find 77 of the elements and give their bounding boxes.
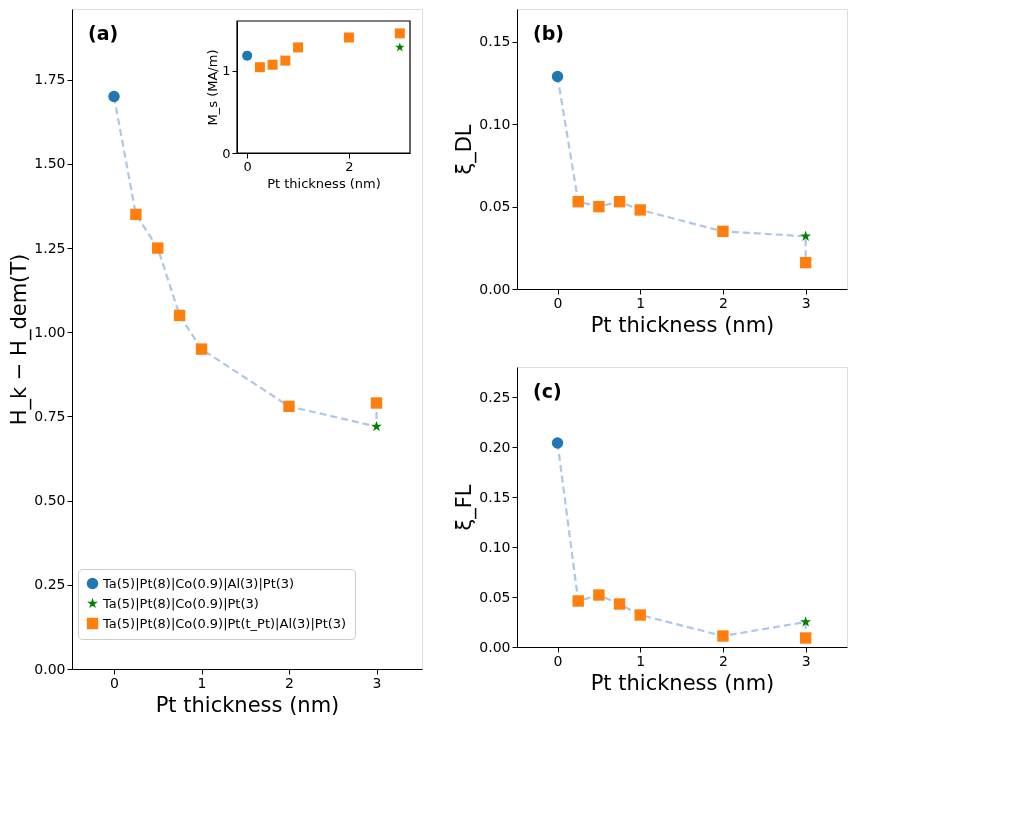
y-axis-title: ξ_DL (452, 124, 478, 175)
point (195, 343, 208, 355)
point (394, 28, 405, 39)
y-tick-label: 1.00 (34, 323, 66, 340)
point (572, 595, 584, 607)
y-tick-label: 0.15 (479, 488, 511, 505)
y-tick-label: 0.00 (479, 280, 511, 297)
x-tick-label: 2 (718, 652, 728, 669)
point (280, 55, 291, 66)
y-tick-label: 0.00 (34, 660, 66, 677)
legend-label: Ta(5)|Pt(8)|Co(0.9)|Al(3)|Pt(3) (102, 575, 295, 591)
point (283, 400, 295, 413)
x-tick-label: 3 (801, 294, 811, 311)
x-axis-title: Pt thickness (nm) (155, 692, 340, 717)
point (717, 225, 729, 238)
y-tick-label: 1.75 (34, 71, 66, 88)
point (293, 42, 304, 53)
x-tick-label: 2 (718, 294, 728, 311)
point (800, 616, 812, 627)
legend-label: Ta(5)|Pt(8)|Co(0.9)|Pt(t_Pt)|Al(3)|Pt(3) (102, 615, 347, 631)
x-tick-label: 2 (345, 158, 354, 174)
point (267, 59, 278, 70)
x-tick-label: 0 (553, 294, 563, 311)
x-tick-label: 2 (285, 674, 294, 691)
point (173, 309, 186, 322)
y-tick-label: 0.25 (479, 388, 511, 405)
x-tick-label: 3 (372, 674, 382, 691)
point (799, 256, 812, 269)
point (613, 598, 626, 610)
y-tick-label: 0.10 (479, 538, 511, 555)
annotation: (c) (533, 380, 562, 402)
y-axis-title: H_k − H_dem(T) (7, 253, 33, 426)
y-tick-label: 0.05 (479, 198, 511, 215)
y-tick-label: 0.10 (479, 115, 511, 132)
point (254, 62, 265, 73)
point (395, 42, 405, 52)
point (634, 609, 646, 621)
point (370, 397, 383, 409)
x-tick-label: 0 (110, 674, 119, 691)
point (572, 196, 584, 208)
annotation: (a) (88, 22, 119, 44)
x-tick-label: 0 (553, 652, 563, 669)
y-axis-title: M_s (MA/m) (205, 49, 221, 126)
y-tick-label: 1.50 (34, 155, 66, 172)
point (613, 196, 626, 208)
point (130, 208, 142, 221)
point (717, 630, 729, 642)
x-axis-title: Pt thickness (nm) (590, 312, 775, 337)
point (593, 589, 605, 601)
y-tick-label: 0.25 (34, 576, 66, 593)
point (799, 632, 812, 644)
y-tick-label: 0.50 (34, 492, 66, 509)
x-tick-label: 3 (801, 652, 811, 669)
point (800, 230, 812, 241)
y-tick-label: 0.00 (479, 638, 511, 655)
point (593, 200, 605, 213)
point (551, 437, 564, 449)
y-tick-label: 0.05 (479, 588, 511, 605)
point (634, 204, 646, 216)
x-axis-title: Pt thickness (nm) (267, 175, 381, 191)
x-axis-title: Pt thickness (nm) (590, 670, 775, 695)
y-tick-label: 0.75 (34, 407, 66, 424)
x-tick-label: 1 (636, 294, 646, 311)
y-tick-label: 0.15 (479, 33, 511, 50)
y-tick-label: 1.25 (34, 239, 66, 256)
point (551, 70, 564, 83)
point (108, 90, 120, 103)
point (371, 420, 382, 432)
x-tick-label: 1 (636, 652, 646, 669)
point (343, 32, 354, 43)
legend-label: Ta(5)|Pt(8)|Co(0.9)|Pt(3) (102, 595, 259, 611)
y-axis-title: ξ_FL (452, 484, 478, 531)
point (152, 242, 164, 254)
point (242, 50, 253, 61)
y-tick-label: 0.20 (479, 438, 511, 455)
annotation: (b) (533, 22, 564, 44)
x-tick-label: 1 (197, 674, 207, 691)
